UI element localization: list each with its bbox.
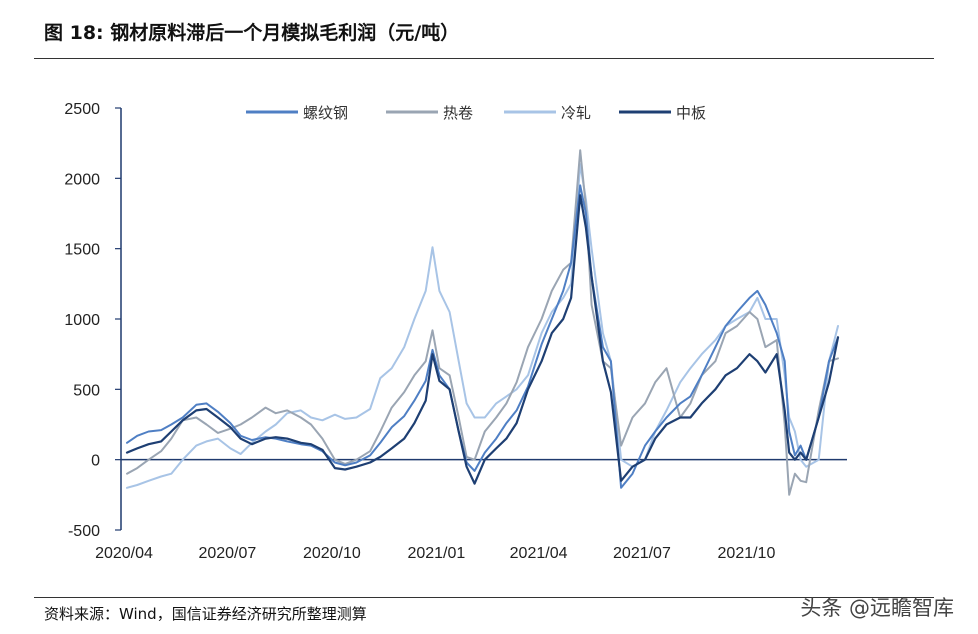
x-tick-label: 2021/01 xyxy=(407,545,465,562)
x-tick-label: 2021/04 xyxy=(510,545,568,562)
y-tick-label: 1000 xyxy=(64,312,100,329)
legend-label-4: 中板 xyxy=(676,104,706,122)
source-note: 资料来源：Wind，国信证券经济研究所整理测算 xyxy=(44,605,367,623)
series-line-1 xyxy=(126,184,839,489)
y-tick-label: 2000 xyxy=(64,171,100,188)
y-tick-label: 0 xyxy=(91,453,100,470)
x-tick-label: 2020/07 xyxy=(198,545,256,562)
legend-label-1: 螺纹钢 xyxy=(303,104,348,122)
bottom-rule xyxy=(34,597,934,598)
legend: 螺纹钢 热卷 冷轧 中板 xyxy=(246,104,706,122)
y-tick-label: 1500 xyxy=(64,242,100,259)
figure-title: 图 18: 钢材原料滞后一个月模拟毛利润（元/吨） xyxy=(44,22,460,44)
x-tick-label: 2021/07 xyxy=(613,545,671,562)
x-tick-label: 2021/10 xyxy=(718,545,776,562)
y-tick-label: 2500 xyxy=(64,101,100,118)
y-tick-label: 500 xyxy=(73,382,100,399)
legend-label-2: 热卷 xyxy=(443,104,473,122)
top-rule xyxy=(34,58,934,59)
series-line-3 xyxy=(126,163,839,489)
series-layer xyxy=(125,149,840,496)
axes: -500 0 500 1000 1500 2000 2500 2020/04 2020/07 20… xyxy=(64,101,847,562)
x-tick-label: 2020/04 xyxy=(95,545,153,562)
series-line-2 xyxy=(126,149,839,496)
legend-label-3: 冷轧 xyxy=(561,104,591,122)
series-line-4 xyxy=(125,194,840,485)
y-tick-label: -500 xyxy=(68,523,100,540)
watermark: 头条 @远瞻智库 xyxy=(800,596,954,620)
x-tick-label: 2020/10 xyxy=(303,545,361,562)
